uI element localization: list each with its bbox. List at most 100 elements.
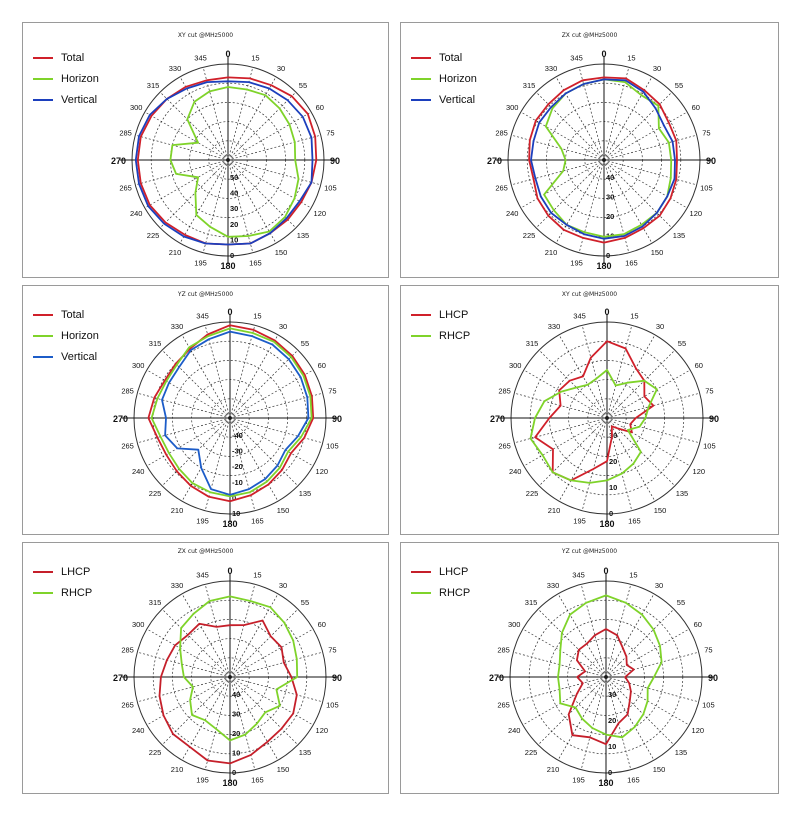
angle-tick-label: 75 <box>328 387 336 396</box>
polar-grid-spoke <box>603 91 673 161</box>
angle-tick-label: 345 <box>570 54 583 63</box>
angle-tick-label: 55 <box>677 598 685 607</box>
angle-tick-label: 270 <box>113 673 128 683</box>
polar-grid-spoke <box>514 392 608 419</box>
angle-tick-label: 0 <box>604 307 609 317</box>
angle-tick-label: 240 <box>132 467 145 476</box>
angle-tick-label: 105 <box>700 183 713 192</box>
angle-tick-label: 0 <box>227 566 232 576</box>
series-line-lhcp <box>534 340 655 482</box>
radial-tick-label: 10 <box>609 483 617 492</box>
angle-tick-label: 15 <box>629 571 637 580</box>
angle-tick-label: 90 <box>709 414 719 424</box>
series-line-vertical <box>161 330 310 496</box>
angle-tick-label: 75 <box>326 129 334 138</box>
polar-grid-spoke <box>229 417 279 502</box>
polar-grid-spoke <box>137 392 231 419</box>
polar-grid-spoke <box>535 91 605 161</box>
angle-tick-label: 330 <box>547 581 560 590</box>
radial-tick-label: 40 <box>232 690 240 699</box>
angle-tick-label: 285 <box>498 387 511 396</box>
angle-tick-label: 120 <box>693 467 706 476</box>
angle-tick-label: 105 <box>702 700 715 709</box>
angle-tick-label: 105 <box>324 183 337 192</box>
radial-tick-label: -20 <box>232 462 243 471</box>
series-line-horizon <box>543 78 673 238</box>
radial-tick-label: 30 <box>609 431 617 440</box>
angle-tick-label: 165 <box>627 775 640 784</box>
polar-grid-spoke <box>558 417 608 502</box>
polar-grid-spoke <box>229 628 314 678</box>
angle-tick-label: 0 <box>601 49 606 59</box>
radial-tick-label: 10 <box>232 749 240 758</box>
series-line-horizon <box>169 86 300 238</box>
angle-tick-label: 15 <box>630 312 638 321</box>
radial-tick-label: 50 <box>230 173 238 182</box>
radial-tick-label: 10 <box>232 509 240 518</box>
legend-swatch <box>411 77 431 80</box>
angle-tick-label: 60 <box>318 620 326 629</box>
series-line-vertical <box>530 78 676 240</box>
polar-grid-spoke <box>135 159 229 186</box>
polar-grid-spoke <box>578 67 605 161</box>
polar-grid-spoke <box>179 159 229 244</box>
angle-tick-label: 285 <box>121 387 134 396</box>
polar-grid-spoke <box>181 417 231 502</box>
polar-grid-spoke <box>522 676 607 726</box>
polar-grid-spoke <box>606 417 656 502</box>
angle-tick-label: 315 <box>526 339 539 348</box>
radial-tick-label: 0 <box>606 251 610 260</box>
angle-tick-label: 225 <box>147 231 160 240</box>
polar-grid-spoke <box>144 159 229 209</box>
polar-grid-spoke <box>606 417 700 444</box>
polar-grid-spoke <box>227 159 312 209</box>
angle-tick-label: 330 <box>171 581 184 590</box>
legend-label: Total <box>61 51 85 64</box>
legend-item-rhcp: RHCP <box>33 582 92 603</box>
angle-tick-label: 210 <box>171 506 184 515</box>
chart-title-4: XY cut @MHz5000 <box>561 291 618 298</box>
legend-4: LHCP RHCP <box>411 304 470 346</box>
legend-swatch <box>33 334 53 337</box>
angle-tick-label: 90 <box>330 156 340 166</box>
angle-tick-label: 90 <box>332 673 342 683</box>
legend-item-rhcp: RHCP <box>411 582 470 603</box>
legend-item-vertical: Vertical <box>33 346 99 367</box>
polar-plot-5: 0 15 30 55 60 75 90 105 120 135 150 165 180 195 210 225… <box>113 566 342 788</box>
angle-tick-label: 55 <box>301 598 309 607</box>
radial-tick-label: 0 <box>609 509 613 518</box>
angle-tick-label: 75 <box>705 387 713 396</box>
legend-label: Horizon <box>439 72 477 85</box>
polar-grid-spoke <box>581 417 608 511</box>
angle-tick-label: 265 <box>498 441 511 450</box>
radial-tick-label: 10 <box>608 742 616 751</box>
radial-tick-label: -30 <box>232 447 243 456</box>
chart-title-6: YZ cut @MHz5000 <box>561 548 618 555</box>
chart-title-1: XY cut @MHz5000 <box>177 32 234 39</box>
legend-label: Total <box>439 51 463 64</box>
angle-tick-label: 300 <box>509 361 522 370</box>
polar-grid-spoke <box>144 111 229 161</box>
radial-tick-label: 30 <box>608 690 616 699</box>
angle-tick-label: 210 <box>169 248 182 257</box>
polar-grid-spoke <box>227 159 254 253</box>
angle-tick-label: 330 <box>171 322 184 331</box>
series-line-rhcp <box>557 594 663 739</box>
angle-tick-label: 135 <box>299 489 312 498</box>
angle-tick-label: 270 <box>489 673 504 683</box>
angle-tick-label: 265 <box>121 700 134 709</box>
angle-tick-label: 0 <box>225 49 230 59</box>
angle-tick-label: 330 <box>545 64 558 73</box>
angle-tick-label: 180 <box>598 778 613 788</box>
polar-grid-spoke <box>605 608 675 678</box>
angle-tick-label: 165 <box>628 516 641 525</box>
legend-label: Horizon <box>61 72 99 85</box>
angle-tick-label: 265 <box>121 441 134 450</box>
angle-tick-label: 90 <box>708 673 718 683</box>
series-line-lhcp <box>567 628 635 746</box>
polar-grid-spoke <box>603 76 653 161</box>
angle-tick-label: 285 <box>497 646 510 655</box>
angle-tick-label: 240 <box>132 726 145 735</box>
legend-label: Vertical <box>439 93 476 106</box>
angle-tick-label: 285 <box>121 646 134 655</box>
